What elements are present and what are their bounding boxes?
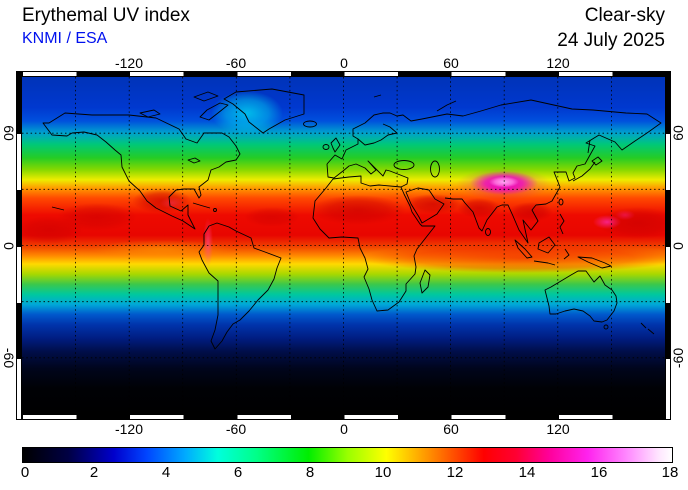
lon-tick-bottom: 120 (546, 421, 570, 437)
sky-condition-label: Clear-sky (584, 5, 665, 26)
colorbar-tick: 6 (233, 464, 243, 481)
colorbar-tick: 4 (161, 464, 171, 481)
lon-tick-top: 60 (443, 55, 459, 71)
lat-tick-right: 0 (670, 242, 686, 250)
world-uv-map (22, 77, 665, 414)
map-frame-top (22, 71, 665, 77)
colorbar-tick: 2 (89, 464, 99, 481)
lon-tick-top: -120 (114, 55, 144, 71)
colorbar-tick: 14 (518, 464, 536, 481)
source-credit: KNMI / ESA (22, 30, 108, 47)
colorbar-tick: 10 (374, 464, 392, 481)
lat-tick-left: 0 (1, 242, 17, 250)
colorbar-tick: 8 (305, 464, 315, 481)
lon-tick-bottom: 60 (443, 421, 459, 437)
coastlines (42, 88, 662, 350)
lon-tick-bottom: -120 (114, 421, 144, 437)
page-title: Erythemal UV index (22, 5, 190, 26)
lon-tick-top: -60 (225, 55, 247, 71)
lat-tick-left: -60 (1, 347, 17, 369)
lon-tick-top: 120 (546, 55, 570, 71)
lat-tick-right: 60 (670, 125, 686, 141)
map-frame-left (16, 71, 22, 420)
lat-tick-right: -60 (670, 347, 686, 369)
date-label: 24 July 2025 (557, 30, 665, 51)
map-frame-right (665, 71, 671, 420)
lon-tick-bottom: 0 (340, 421, 348, 437)
lon-tick-bottom: -60 (225, 421, 247, 437)
lon-tick-top: 0 (340, 55, 348, 71)
colorbar-tick: 0 (20, 464, 30, 481)
colorbar-tick: 16 (590, 464, 608, 481)
lat-tick-left: 60 (1, 125, 17, 141)
uv-hotspots (22, 91, 665, 273)
colorbar-gradient (22, 447, 673, 463)
graticule (22, 77, 665, 414)
colorbar-tick: 12 (446, 464, 464, 481)
map-frame-bottom (22, 414, 665, 420)
colorbar-tick: 18 (661, 464, 679, 481)
